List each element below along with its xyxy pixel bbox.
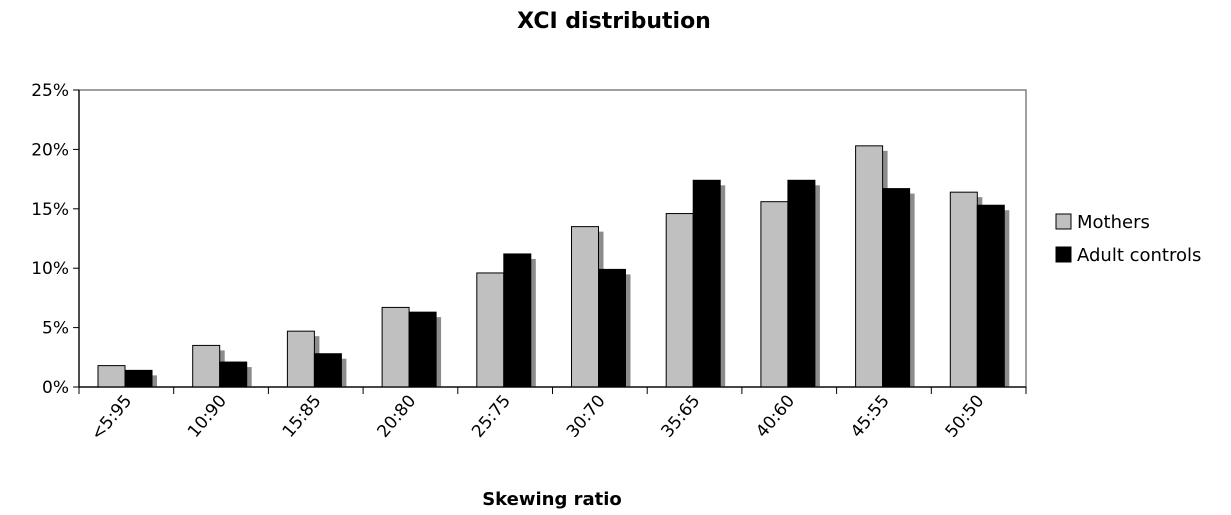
bar-mothers	[97, 365, 126, 388]
y-tick-label: 5%	[42, 319, 69, 339]
legend-label: Mothers	[1077, 212, 1150, 233]
bar-mothers	[760, 201, 789, 388]
y-tick-label: 0%	[42, 378, 69, 398]
x-tick-label: <5:95	[87, 391, 136, 444]
bar-adult-controls	[598, 268, 626, 388]
bars	[97, 145, 1010, 388]
y-tick-label: 15%	[31, 200, 69, 220]
bar-adult-controls	[313, 353, 342, 388]
bar-adult-controls	[882, 188, 911, 388]
bar-mothers	[476, 272, 505, 388]
y-tick-label: 20%	[31, 140, 69, 160]
legend: Mothers Adult controls	[1055, 212, 1201, 266]
x-tick-label: 50:50	[942, 391, 989, 441]
x-tick-label: 40:60	[752, 391, 799, 441]
x-axis-label: Skewing ratio	[482, 489, 622, 510]
bar-adult-controls	[787, 179, 816, 388]
x-tick-label: 35:65	[658, 391, 705, 441]
bar-mothers	[381, 306, 410, 388]
bar-adult-controls	[219, 361, 248, 388]
bar-mothers	[665, 213, 694, 388]
legend-label: Adult controls	[1077, 245, 1201, 266]
chart-title: XCI distribution	[517, 9, 711, 34]
x-tick-label: 20:80	[373, 391, 420, 441]
bar-adult-controls	[408, 311, 437, 388]
x-tick-label: 10:90	[184, 391, 231, 441]
legend-swatch	[1055, 213, 1072, 230]
bar-mothers	[571, 226, 599, 388]
legend-swatch	[1055, 246, 1072, 263]
y-axis: 0% 5% 10% 15% 20% 25%	[31, 81, 80, 398]
y-tick-label: 25%	[31, 81, 69, 101]
bar-adult-controls	[976, 204, 1005, 388]
bar-mothers	[949, 191, 978, 388]
x-tick-label: 15:85	[279, 391, 326, 441]
bar-mothers	[286, 330, 315, 388]
bar-mothers	[855, 145, 884, 388]
x-axis: <5:95 10:90 15:85 20:80 25:75 30:70 35:65 40:60…	[78, 386, 1027, 444]
bar-adult-controls	[124, 369, 153, 388]
bar-adult-controls	[692, 179, 721, 388]
x-tick-label: 30:70	[563, 391, 610, 441]
bar-mothers	[192, 344, 221, 388]
y-tick-label: 10%	[31, 259, 69, 279]
x-tick-label: 45:55	[847, 391, 894, 441]
x-tick-label: 25:75	[468, 391, 515, 441]
bar-adult-controls	[503, 253, 532, 388]
